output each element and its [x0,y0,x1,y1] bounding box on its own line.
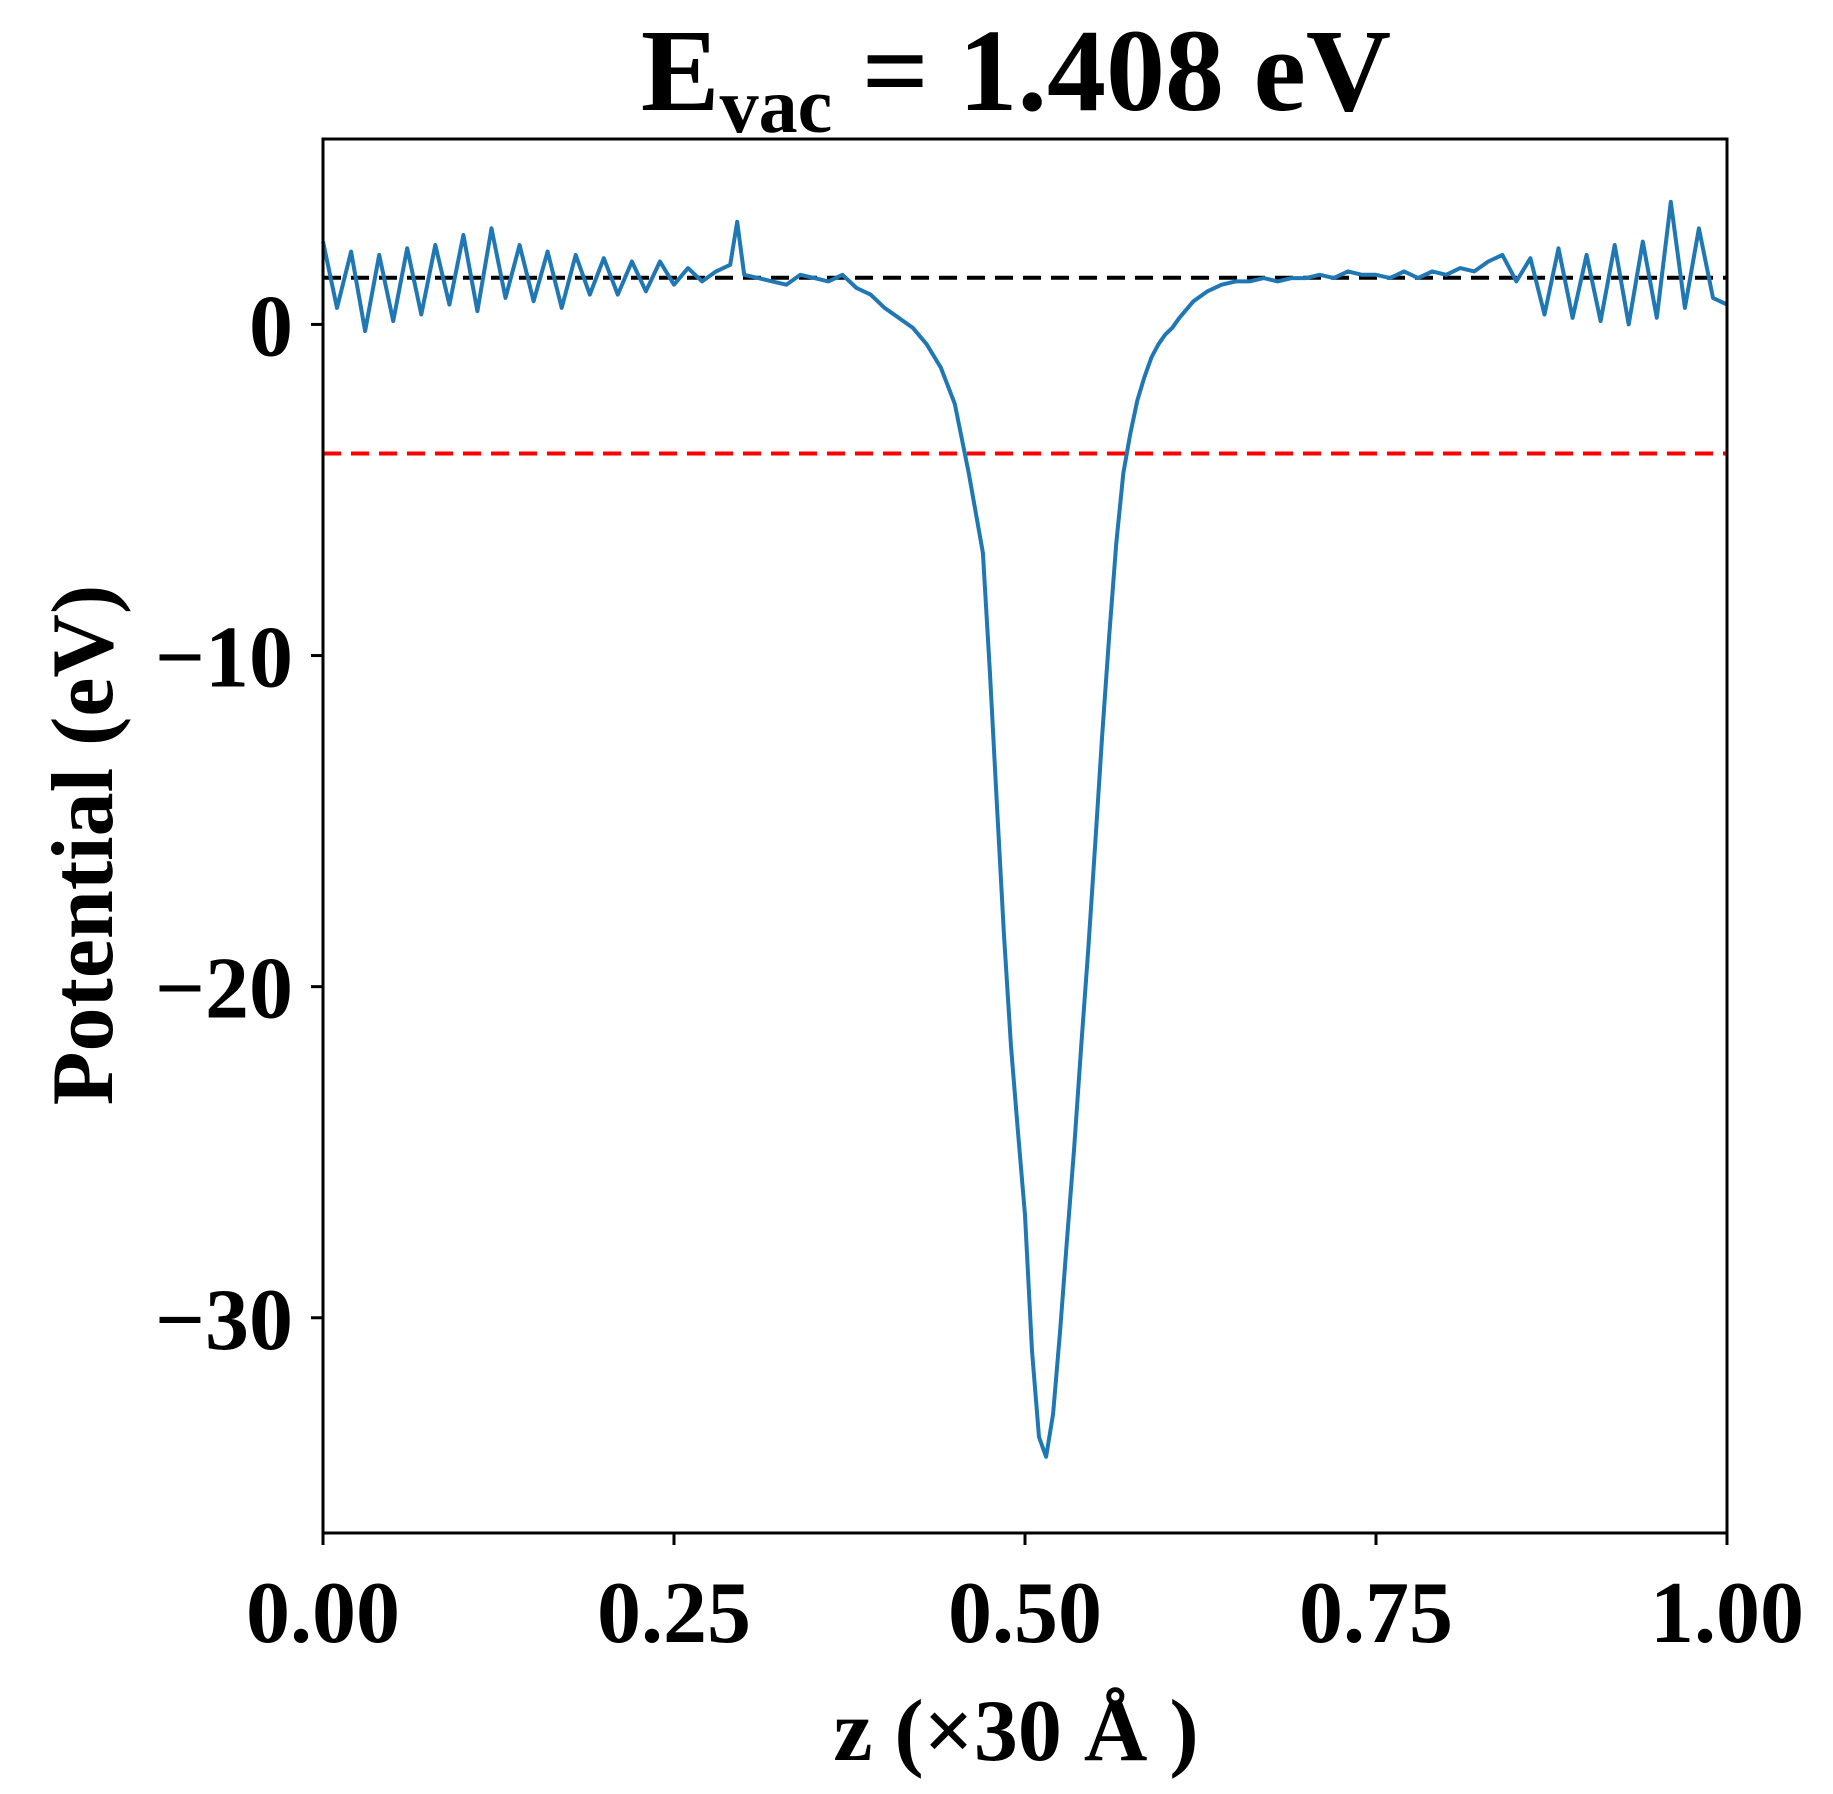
x-tick-label: 0.00 [246,1565,400,1662]
title-main: E [641,5,720,136]
y-tick-label: 0 [249,278,293,375]
x-axis-label: z (×30 Å ) [833,1683,1198,1780]
plot-area: 0.00 0.25 0.50 0.75 1.00 0 −10 −20 −30 [155,137,1804,1662]
x-tick-label: 0.75 [1299,1565,1453,1662]
plot-frame [321,137,1729,1535]
title-rest: = 1.408 eV [832,5,1391,136]
y-tick-label: −20 [155,941,293,1038]
chart-title: Evac = 1.408 eV [641,5,1391,149]
x-tick-label: 0.50 [948,1565,1102,1662]
y-tick-label: −30 [155,1272,293,1369]
x-tick-label: 0.25 [597,1565,751,1662]
series-line-1 [321,199,1728,1459]
y-tick-label: −10 [155,610,293,707]
x-tick-label: 1.00 [1650,1565,1804,1662]
title-subscript: vac [720,62,833,149]
y-axis-label: Potential (eV) [35,585,132,1105]
